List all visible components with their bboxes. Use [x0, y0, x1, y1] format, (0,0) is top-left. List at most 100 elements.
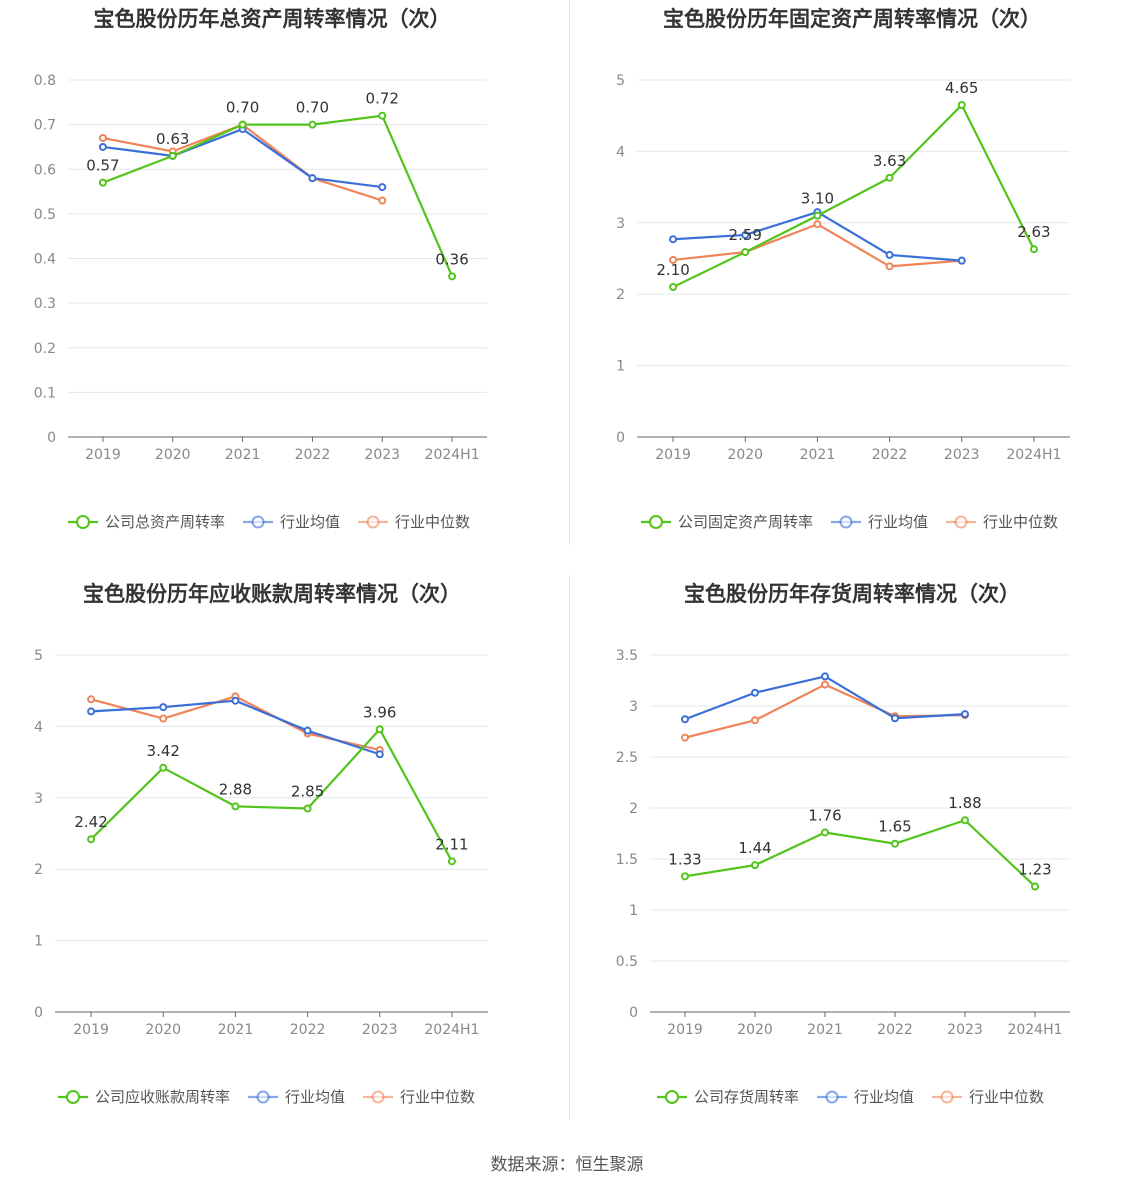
legend-marker-average: [825, 1090, 839, 1104]
data-point-company: [1031, 882, 1039, 891]
data-label: 3.96: [363, 703, 396, 721]
data-point-company: [378, 111, 387, 120]
y-tick-label: 2.5: [616, 750, 638, 766]
data-point-company: [87, 835, 96, 844]
data-label: 3.63: [873, 152, 906, 170]
y-tick-label: 0.6: [34, 162, 56, 178]
x-tick-label: 2019: [667, 1022, 703, 1038]
legend-label-average: 行业均值: [280, 513, 340, 531]
series-line-median: [102, 123, 383, 202]
data-point-company: [751, 861, 759, 870]
legend-label-company: 公司存货周转率: [694, 1088, 799, 1106]
x-tick-label: 2024H1: [1007, 1022, 1062, 1038]
y-tick-label: 0.7: [34, 118, 56, 134]
data-label: 1.76: [808, 806, 841, 824]
y-tick-label: 2: [616, 287, 625, 303]
data-point-median: [751, 716, 759, 725]
data-label: 2.85: [291, 783, 324, 801]
x-tick-label: 2023: [364, 447, 400, 463]
y-tick-label: 0.5: [34, 207, 56, 223]
data-label: 1.88: [948, 794, 981, 812]
x-tick-label: 2024H1: [424, 1022, 479, 1038]
data-point-average: [375, 750, 384, 759]
data-point-company: [961, 816, 969, 825]
data-label: 0.57: [86, 157, 119, 175]
legend-marker-median: [366, 515, 380, 529]
legend-marker-average: [839, 515, 853, 529]
data-point-average: [751, 688, 759, 697]
data-label: 0.36: [435, 250, 468, 268]
chart-svg: 宝色股份历年存货周转率情况（次） 0 0.5 1 1.5 2 2.5 3 3.5 2019 2020…: [616, 582, 1070, 1106]
x-tick-label: 2023: [362, 1022, 398, 1038]
data-point-average: [231, 696, 240, 705]
data-label: 3.42: [147, 742, 180, 760]
y-tick-label: 0.1: [34, 385, 56, 401]
data-point-company: [159, 763, 168, 772]
data-point-average: [821, 672, 829, 681]
x-tick-label: 2021: [807, 1022, 843, 1038]
data-point-median: [885, 262, 894, 271]
data-point-average: [308, 174, 317, 183]
data-label: 1.44: [738, 839, 771, 857]
data-label: 0.63: [156, 130, 189, 148]
chart-svg: 宝色股份历年固定资产周转率情况（次） 0 1 2 3 4 5 2019 2020 2021 2022…: [616, 7, 1070, 531]
chart-svg: 宝色股份历年应收账款周转率情况（次） 0 1 2 3 4 5 2019 2020 2021 2022…: [34, 582, 488, 1106]
legend-label-company: 公司固定资产周转率: [678, 513, 813, 531]
y-tick-label: 3: [629, 699, 638, 715]
series-line-median: [684, 683, 966, 739]
legend-marker-company: [649, 515, 663, 529]
y-tick-label: 0.2: [34, 341, 56, 357]
data-point-company: [957, 100, 966, 109]
y-tick-label: 3.5: [616, 648, 638, 664]
legend-label-median: 行业中位数: [983, 513, 1058, 531]
data-point-company: [681, 872, 689, 881]
x-tick-label: 2019: [73, 1022, 109, 1038]
series-line-company: [102, 114, 454, 277]
data-point-average: [957, 256, 966, 265]
data-label: 2.59: [729, 226, 762, 244]
data-source-footer: 数据来源：恒生聚源: [490, 1155, 644, 1175]
legend-label-median: 行业中位数: [395, 513, 470, 531]
data-point-company: [669, 283, 678, 292]
y-tick-label: 4: [616, 144, 625, 160]
chart-panel-total-asset-turnover: 宝色股份历年总资产周转率情况（次） 0 0.1 0.2 0.3 0.4 0.5 0.6 0.7 0…: [0, 0, 567, 575]
chart-panel-inventory-turnover: 宝色股份历年存货周转率情况（次） 0 0.5 1 1.5 2 2.5 3 3.5 2019 2020…: [567, 575, 1134, 1150]
y-tick-label: 0.3: [34, 296, 56, 312]
y-tick-label: 0: [616, 430, 625, 446]
chart-title: 宝色股份历年固定资产周转率情况（次）: [663, 7, 1041, 31]
data-point-average: [961, 710, 969, 719]
data-label: 1.65: [878, 818, 911, 836]
chart-panel-fixed-asset-turnover: 宝色股份历年固定资产周转率情况（次） 0 1 2 3 4 5 2019 2020 2021 2022…: [567, 0, 1134, 575]
data-point-company: [885, 173, 894, 182]
y-tick-label: 1: [34, 934, 43, 950]
x-tick-label: 2023: [944, 447, 980, 463]
data-point-company: [447, 857, 456, 866]
y-tick-label: 0: [34, 1005, 43, 1021]
data-point-median: [159, 714, 168, 723]
y-tick-label: 2: [629, 801, 638, 817]
data-point-median: [98, 134, 107, 143]
data-point-company: [231, 802, 240, 811]
data-point-company: [813, 211, 822, 220]
series-line-average: [91, 699, 381, 756]
series-line-median: [672, 223, 962, 268]
data-label: 0.70: [296, 99, 329, 117]
x-tick-label: 2022: [290, 1022, 326, 1038]
series-line-company: [684, 819, 1036, 888]
legend-marker-average: [256, 1090, 270, 1104]
y-tick-label: 5: [34, 648, 43, 664]
legend-label-average: 行业均值: [868, 513, 928, 531]
x-tick-label: 2020: [155, 447, 191, 463]
y-tick-label: 3: [34, 791, 43, 807]
data-point-company: [303, 804, 312, 813]
data-point-median: [87, 695, 96, 704]
chart-title: 宝色股份历年总资产周转率情况（次）: [94, 7, 451, 31]
legend-marker-median: [940, 1090, 954, 1104]
data-point-average: [891, 714, 899, 723]
x-tick-label: 2019: [655, 447, 691, 463]
data-point-median: [681, 733, 689, 742]
data-point-average: [378, 183, 387, 192]
y-tick-label: 2: [34, 862, 43, 878]
data-point-company: [821, 828, 829, 837]
y-tick-label: 0.5: [616, 954, 638, 970]
